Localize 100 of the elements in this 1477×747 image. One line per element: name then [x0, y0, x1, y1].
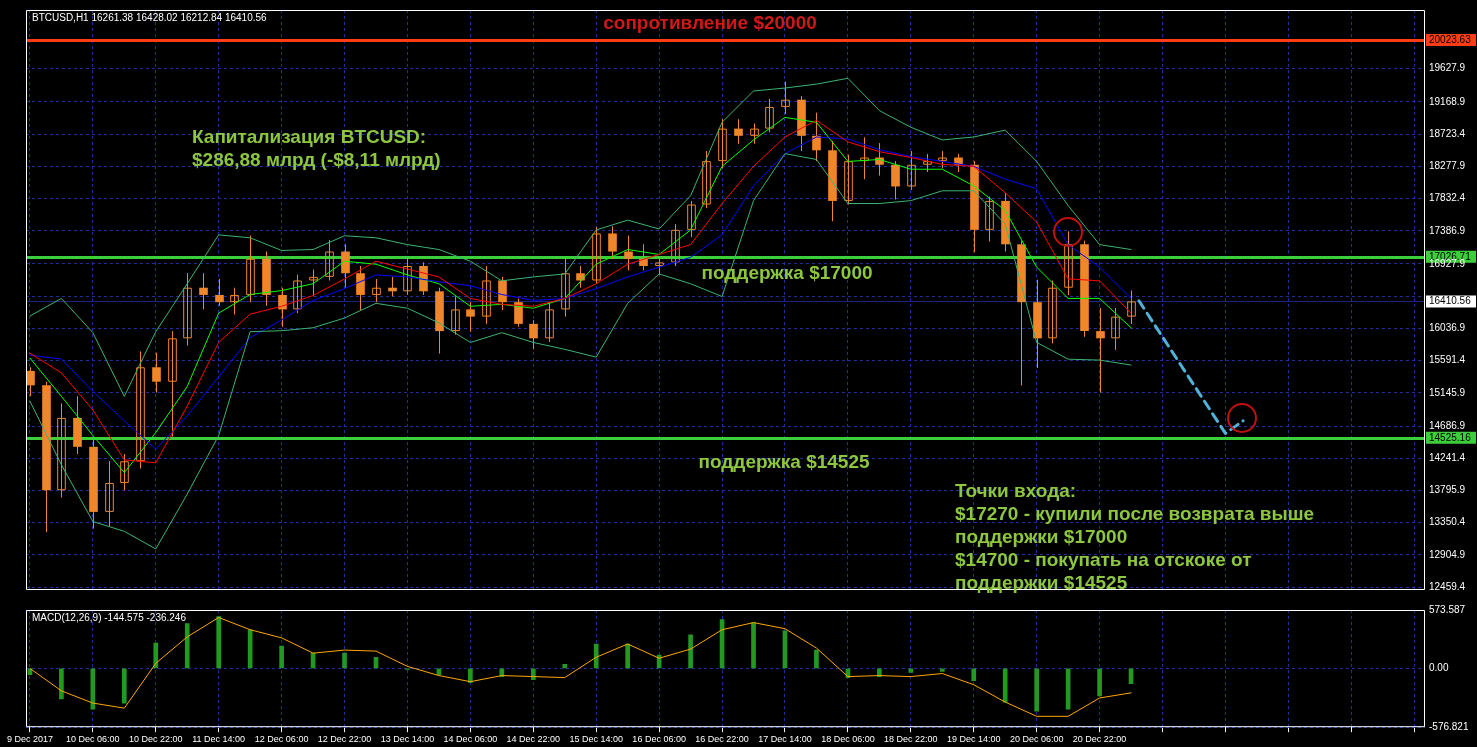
x-tick-label: 18 Dec 06:00 — [821, 734, 875, 745]
annotation: поддержка $17000 — [701, 261, 873, 283]
bar — [59, 668, 64, 700]
candlestick — [860, 136, 869, 180]
y-tick-label: 573.587 — [1429, 603, 1466, 615]
y-tick-label: 13795.9 — [1429, 484, 1466, 496]
candlestick — [246, 235, 255, 303]
candlestick — [26, 366, 35, 397]
y-tick-label: 14686.9 — [1429, 419, 1466, 431]
bar — [1002, 668, 1008, 703]
y-tick-label: 12459.4 — [1429, 580, 1466, 592]
x-tick-label: 14 Dec 22:00 — [506, 734, 561, 745]
chart-title: MACD(12,26,9) -144.575 -236.246 — [32, 611, 187, 623]
candlestick — [734, 118, 743, 145]
x-tick-label: 10 Dec 06:00 — [66, 734, 120, 745]
candlestick — [356, 265, 365, 311]
candlestick — [136, 350, 145, 469]
candlestick — [183, 272, 192, 347]
candlestick — [372, 278, 381, 303]
y-tick-label: 15591.4 — [1429, 354, 1466, 366]
y-tick-label: 17386.9 — [1429, 224, 1466, 236]
candlestick — [608, 225, 617, 260]
candlestick — [199, 272, 208, 310]
bar — [468, 668, 473, 684]
annotation: Точки входа: $17270 - купили после возврата выше поддержки $17000 $14700 - покупать на отскоке от поддержки $14525 — [955, 479, 1315, 593]
y-tick-label: 19168.9 — [1429, 95, 1466, 107]
y-tick-label: -576.821 — [1429, 720, 1469, 732]
x-tick-label: 12 Dec 22:00 — [317, 734, 372, 745]
bar — [562, 664, 568, 669]
candlestick — [687, 200, 696, 238]
ref-line-label: 16410.56 — [1429, 295, 1472, 307]
bar — [184, 623, 190, 669]
bar — [342, 652, 347, 669]
candlestick — [671, 223, 680, 267]
ref-line-label: 20023.63 — [1429, 33, 1472, 45]
candlestick — [482, 265, 491, 325]
x-tick-label: 18 Dec 22:00 — [884, 734, 938, 745]
candlestick — [451, 295, 460, 336]
candlestick — [57, 402, 66, 498]
x-tick-label: 16 Dec 22:00 — [695, 734, 749, 745]
bar — [593, 643, 599, 669]
candlestick — [325, 239, 334, 281]
x-tick-label: 20 Dec 22:00 — [1072, 734, 1127, 745]
candlestick — [812, 112, 821, 162]
candlestick — [624, 235, 633, 271]
candlestick — [403, 256, 412, 296]
candlestick — [765, 98, 774, 133]
bar — [939, 668, 945, 672]
candlestick — [1064, 230, 1073, 296]
x-tick-label: 20 Dec 06:00 — [1009, 734, 1064, 745]
candlestick — [168, 330, 177, 438]
candlestick — [293, 274, 302, 314]
candlestick — [120, 453, 129, 491]
candlestick — [592, 226, 601, 285]
candlestick — [718, 118, 727, 169]
y-tick-label: 18277.9 — [1429, 160, 1466, 172]
x-tick-label: 15 Dec 14:00 — [569, 734, 623, 745]
candlestick — [561, 256, 570, 318]
candlestick — [1048, 279, 1057, 344]
y-tick-label: 18723.4 — [1429, 127, 1466, 139]
bar — [216, 616, 222, 669]
candlestick — [1096, 307, 1105, 394]
y-tick-label: 14241.4 — [1429, 452, 1466, 464]
bar — [814, 649, 819, 669]
candlestick — [230, 287, 239, 315]
bar — [971, 668, 977, 681]
candlestick — [152, 352, 161, 394]
candlestick — [891, 160, 900, 200]
candlestick — [844, 154, 853, 206]
x-tick-label: 19 Dec 14:00 — [946, 734, 1001, 745]
annotation: поддержка $14525 — [698, 450, 870, 472]
candlestick — [466, 301, 475, 333]
y-tick-label: 0.00 — [1429, 662, 1449, 674]
x-tick-label: 12 Dec 06:00 — [254, 734, 309, 745]
bar — [1097, 668, 1102, 697]
x-tick-label: 9 Dec 2017 — [6, 734, 53, 745]
x-tick-label: 13 Dec 14:00 — [380, 734, 435, 745]
candlestick — [545, 301, 554, 343]
y-tick-label: 16036.9 — [1429, 322, 1466, 334]
x-tick-label: 17 Dec 14:00 — [758, 734, 812, 745]
annotation: сопротивление $20000 — [603, 11, 817, 33]
x-tick-label: 10 Dec 22:00 — [129, 734, 183, 745]
candlestick — [215, 278, 224, 307]
y-tick-label: 12904.9 — [1429, 548, 1466, 560]
candlestick — [309, 269, 318, 297]
candlestick — [1111, 307, 1120, 351]
candlestick — [278, 287, 287, 328]
chart-title: BTCUSD,H1 16261.38 16428.02 16212.84 16410.56 — [32, 11, 268, 23]
candlestick — [341, 243, 350, 289]
candlestick — [702, 150, 711, 209]
candlestick — [750, 123, 759, 145]
bar — [530, 668, 536, 680]
y-tick-label: 19627.9 — [1429, 62, 1466, 74]
bar — [121, 668, 127, 704]
candlestick — [985, 196, 994, 242]
bar — [1034, 668, 1039, 712]
y-tick-label: 15145.9 — [1429, 386, 1466, 398]
candlestick — [781, 81, 790, 115]
candlestick — [105, 460, 114, 527]
y-tick-label: 17832.4 — [1429, 192, 1466, 204]
